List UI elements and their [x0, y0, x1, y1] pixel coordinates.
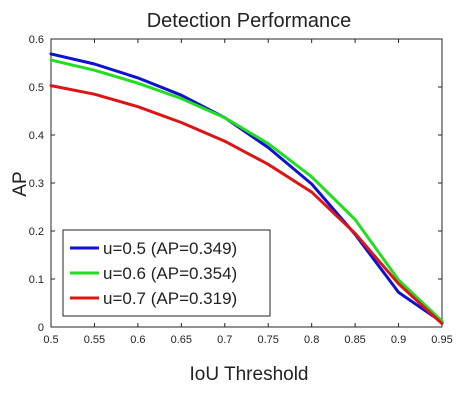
x-tick-label: 0.95	[431, 334, 452, 346]
y-tick-label: 0.4	[29, 130, 44, 142]
x-tick-label: 0.85	[344, 334, 365, 346]
series-line-1	[49, 52, 444, 324]
x-tick-label: 0.8	[304, 334, 319, 346]
x-axis-title: IoU Threshold	[190, 364, 309, 385]
legend-label-1: u=0.5 (AP=0.349)	[103, 239, 237, 258]
y-tick-label: 0.3	[29, 178, 44, 190]
y-tick-label: 0	[38, 322, 44, 334]
series-line-3	[49, 84, 444, 326]
y-tick-label: 0.6	[29, 34, 44, 46]
legend: u=0.5 (AP=0.349) u=0.6 (AP=0.354) u=0.7 (A…	[62, 229, 271, 317]
x-tick-label: 0.65	[171, 334, 192, 346]
y-tick-label: 0.2	[29, 226, 44, 238]
y-axis-title: AP	[10, 171, 31, 196]
x-tick-label: 0.9	[391, 334, 406, 346]
x-tick-label: 0.75	[258, 334, 279, 346]
x-tick-label: 0.7	[217, 334, 232, 346]
y-tick-label: 0.1	[29, 274, 44, 286]
chart-title: Detection Performance	[147, 10, 352, 32]
legend-label-3: u=0.7 (AP=0.319)	[103, 289, 237, 308]
x-tick-label: 0.6	[130, 334, 145, 346]
y-tick-label: 0.5	[29, 82, 44, 94]
series-line-2	[49, 58, 444, 323]
x-tick-label: 0.5	[43, 334, 58, 346]
x-tick-label: 0.55	[84, 334, 105, 346]
legend-label-2: u=0.6 (AP=0.354)	[103, 264, 237, 283]
